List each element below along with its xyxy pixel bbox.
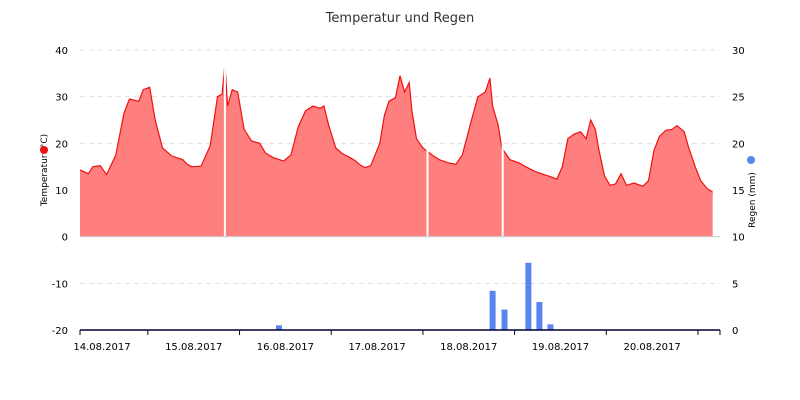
y-right-tick-label: 20: [732, 139, 745, 150]
axes: 40 30 20 10 0 -10 -20 30 25 20 15 10 5 0 14.08.2017 15.…: [52, 46, 745, 353]
y-left-tick-label: 20: [55, 139, 68, 150]
y-axis-left-label: Temperatur (°C): [40, 134, 50, 207]
chart-title: Temperatur und Regen: [325, 11, 475, 26]
y-right-tick-label: 15: [732, 186, 745, 197]
y-left-tick-label: -20: [52, 326, 68, 337]
rain-series: [276, 262, 554, 330]
temperature-line: [79, 63, 714, 193]
y-left-tick-label: 0: [62, 233, 68, 244]
rain-bar: [489, 290, 496, 330]
y-left-tick-label: -10: [52, 279, 68, 290]
x-tick-label: 19.08.2017: [532, 342, 589, 353]
rain-bar: [501, 309, 508, 330]
y-right-tick-label: 0: [732, 326, 738, 337]
temperature-legend-marker: [40, 146, 48, 154]
temperature-area: [80, 64, 713, 237]
y-right-tick-label: 10: [732, 233, 745, 244]
y-axis-right-label: Regen (mm): [748, 172, 758, 228]
y-right-tick-label: 30: [732, 46, 745, 57]
y-left-tick-label: 10: [55, 186, 68, 197]
rain-bar: [547, 324, 554, 330]
x-tick-label: 16.08.2017: [257, 342, 314, 353]
x-tick-label: 18.08.2017: [440, 342, 497, 353]
rain-bar: [536, 302, 543, 330]
rain-bar: [525, 262, 532, 330]
x-tick-label: 15.08.2017: [165, 342, 222, 353]
y-left-tick-label: 30: [55, 93, 68, 104]
x-tick-label: 14.08.2017: [73, 342, 130, 353]
y-left-tick-label: 40: [55, 46, 68, 57]
temperature-series: [79, 50, 720, 238]
rain-legend-marker: [747, 156, 755, 164]
y-right-tick-label: 25: [732, 93, 745, 104]
rain-bar: [276, 325, 282, 330]
y-right-tick-label: 5: [732, 279, 738, 290]
x-tick-label: 17.08.2017: [348, 342, 405, 353]
x-tick-label: 20.08.2017: [624, 342, 681, 353]
